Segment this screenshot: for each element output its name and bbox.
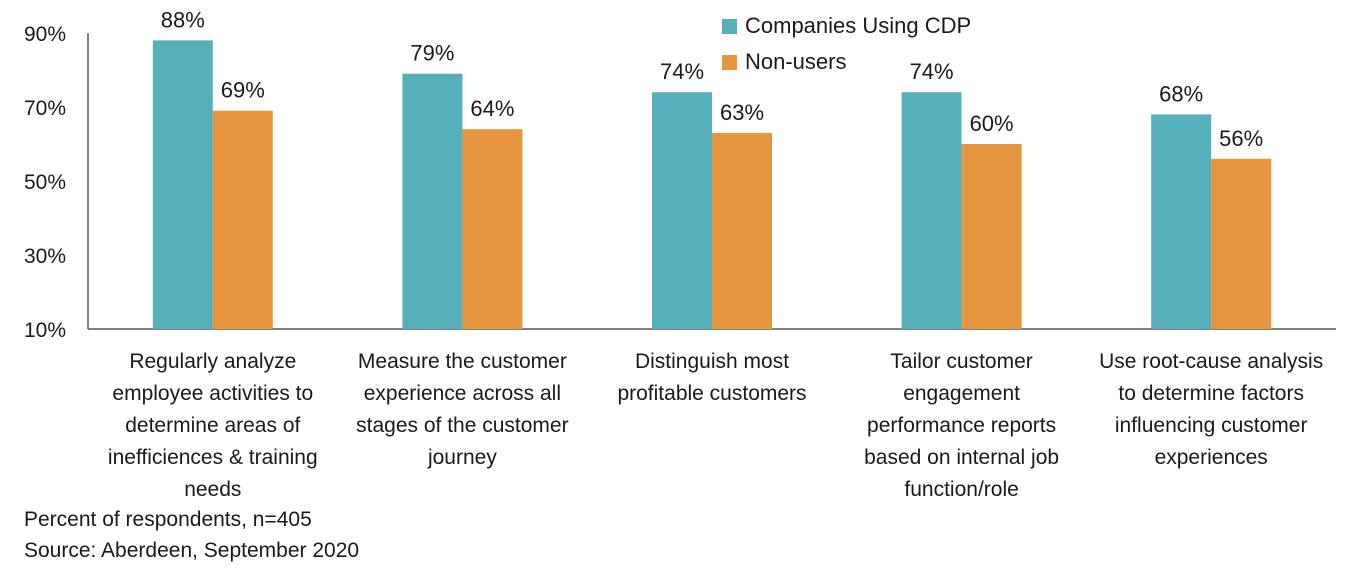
x-category-label-line: experience across all bbox=[363, 382, 562, 405]
bar-non-users bbox=[961, 144, 1022, 329]
legend-label-cdp: Companies Using CDP bbox=[745, 13, 972, 38]
source-note: Source: Aberdeen, September 2020 bbox=[24, 539, 360, 562]
x-category-label-line: determine areas of bbox=[125, 414, 301, 437]
bar-cdp bbox=[152, 40, 213, 330]
bar-value-label-cdp: 68% bbox=[1159, 81, 1203, 106]
x-category-label-line: journey bbox=[427, 446, 497, 469]
bar-value-label-non-users: 63% bbox=[720, 100, 764, 125]
bars bbox=[152, 40, 1272, 330]
bar-non-users bbox=[712, 132, 772, 329]
bar-value-label-non-users: 64% bbox=[470, 96, 514, 121]
legend-label-non-users: Non-users bbox=[745, 49, 847, 74]
bar-non-users bbox=[1211, 158, 1272, 329]
x-category-label-line: Distinguish most bbox=[634, 350, 790, 373]
bar-value-label-non-users: 60% bbox=[970, 111, 1014, 136]
y-tick-label: 70% bbox=[24, 97, 66, 120]
x-category-label-line: function/role bbox=[904, 478, 1019, 501]
bar-cdp bbox=[402, 73, 463, 329]
x-category-label-line: inefficiences & training bbox=[107, 446, 318, 469]
legend-swatch-cdp bbox=[722, 18, 737, 34]
y-tick-label: 90% bbox=[24, 23, 66, 46]
x-category-label-line: Regularly analyze bbox=[129, 350, 297, 373]
legend-item-non-users: Non-users bbox=[722, 44, 971, 80]
x-category-label: Tailor customer engagement performance rep… bbox=[842, 346, 1082, 506]
x-category-label: Measure the customer experience across al… bbox=[342, 346, 582, 474]
bar-value-label-non-users: 69% bbox=[221, 78, 265, 103]
y-tick-labels: 10% 30% 50% 70% 90% bbox=[24, 23, 66, 342]
respondents-note: Percent of respondents, n=405 bbox=[24, 508, 312, 531]
bar-value-label-cdp: 74% bbox=[910, 59, 954, 84]
y-tick-label: 10% bbox=[24, 319, 66, 342]
x-category-label-line: Use root-cause analysis bbox=[1099, 350, 1324, 373]
legend-item-cdp: Companies Using CDP bbox=[722, 8, 971, 44]
x-category-label-line: needs bbox=[184, 478, 242, 501]
x-category-label-line: to determine factors bbox=[1118, 382, 1304, 405]
bar-non-users bbox=[462, 129, 523, 329]
x-category-label: Regularly analyze employee activities to d… bbox=[93, 346, 333, 506]
bar-value-label-cdp: 79% bbox=[410, 41, 454, 66]
legend-swatch-non-users bbox=[722, 54, 737, 70]
x-category-label-line: Measure the customer bbox=[357, 350, 567, 373]
y-tick-label: 50% bbox=[24, 171, 66, 194]
x-category-label-line: experiences bbox=[1154, 446, 1268, 469]
x-category-label-line: employee activities to bbox=[112, 382, 314, 405]
x-category-label-line: profitable customers bbox=[617, 382, 807, 405]
bar-non-users bbox=[212, 110, 273, 329]
y-tick-label: 30% bbox=[24, 245, 66, 268]
bar-cdp bbox=[1151, 114, 1212, 330]
bar-cdp bbox=[652, 92, 712, 329]
x-category-label-line: based on internal job bbox=[864, 446, 1060, 469]
x-category-label: Use root-cause analysis to determine fact… bbox=[1091, 346, 1331, 474]
x-category-label-line: influencing customer bbox=[1114, 414, 1308, 437]
legend: Companies Using CDP Non-users bbox=[722, 8, 971, 80]
x-category-label-line: stages of the customer bbox=[356, 414, 569, 437]
x-category-label: Distinguish most profitable customers bbox=[592, 346, 832, 410]
x-category-label-line: Tailor customer bbox=[890, 350, 1033, 373]
x-category-label-line: engagement bbox=[903, 382, 1020, 405]
x-category-label-line: performance reports bbox=[867, 414, 1057, 437]
bar-value-label-non-users: 56% bbox=[1219, 126, 1263, 151]
bar-cdp bbox=[901, 92, 962, 329]
bar-value-label-cdp: 88% bbox=[161, 7, 205, 32]
bar-value-label-cdp: 74% bbox=[660, 59, 704, 84]
bar-value-labels: 88% 79% 74% 74% 68% 69% 64% 63% 60% 56% bbox=[161, 7, 1263, 150]
